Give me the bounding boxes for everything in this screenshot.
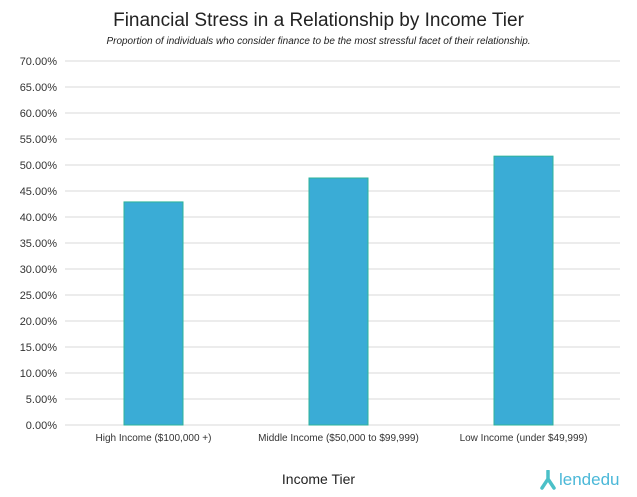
chart-subtitle: Proportion of individuals who consider f… (106, 36, 531, 47)
y-tick-label: 15.00% (20, 342, 58, 354)
x-tick-label: Middle Income ($50,000 to $99,999) (258, 433, 419, 444)
y-tick-label: 65.00% (20, 82, 58, 94)
lendedu-logo: lendedu (540, 470, 620, 490)
y-tick-label: 25.00% (20, 290, 58, 302)
y-tick-label: 55.00% (20, 134, 58, 146)
chart-title: Financial Stress in a Relationship by In… (113, 10, 524, 31)
y-tick-label: 5.00% (26, 394, 57, 406)
x-tick-label: High Income ($100,000 +) (96, 433, 212, 444)
y-tick-label: 20.00% (20, 316, 58, 328)
x-axis-label: Income Tier (281, 471, 356, 487)
bar (308, 177, 369, 426)
y-tick-label: 60.00% (20, 108, 58, 120)
y-tick-label: 35.00% (20, 238, 58, 250)
logo-text: lendedu (559, 470, 620, 489)
y-tick-label: 30.00% (20, 264, 58, 276)
y-tick-label: 10.00% (20, 368, 58, 380)
bar (123, 201, 184, 426)
y-tick-label: 45.00% (20, 186, 58, 198)
x-tick-label: Low Income (under $49,999) (460, 433, 588, 444)
y-tick-label: 70.00% (20, 56, 58, 68)
y-tick-label: 50.00% (20, 160, 58, 172)
y-tick-label: 0.00% (26, 420, 57, 432)
logo-icon (540, 470, 556, 490)
bar (493, 155, 554, 426)
y-tick-label: 40.00% (20, 212, 58, 224)
